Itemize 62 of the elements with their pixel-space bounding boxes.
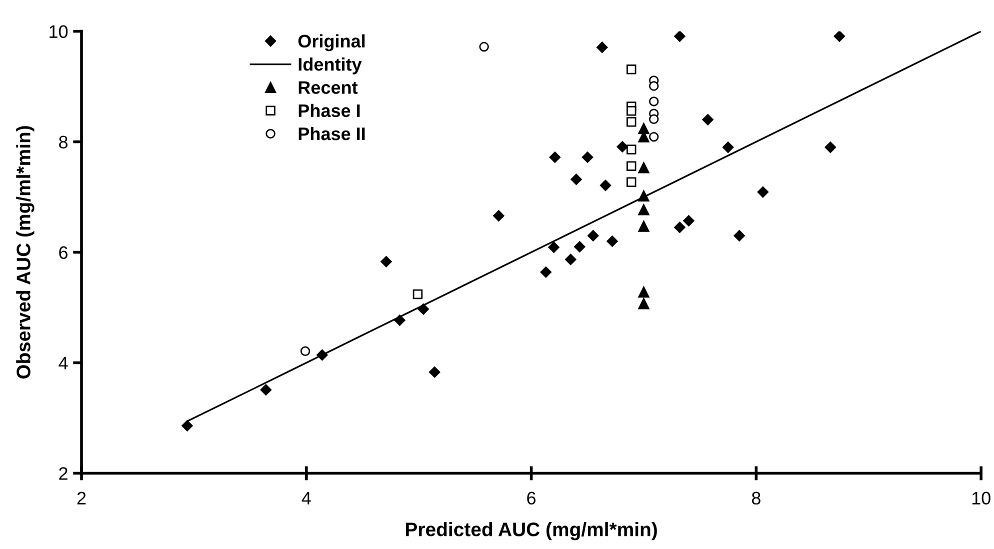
point	[606, 236, 618, 247]
point	[722, 142, 734, 153]
point	[540, 266, 552, 278]
point	[412, 289, 423, 300]
point	[626, 161, 636, 171]
y-axis-title: Observed AUC (mg/ml*min)	[16, 126, 34, 379]
point	[548, 242, 560, 253]
y-tick-label: 2	[59, 467, 68, 480]
legend-label: Phase II	[298, 126, 365, 140]
point	[638, 298, 650, 310]
point	[570, 174, 582, 185]
point	[600, 180, 612, 192]
point	[674, 31, 686, 42]
point	[649, 132, 659, 142]
point	[638, 162, 650, 174]
legend-label: Phase I	[298, 104, 360, 118]
point	[638, 286, 650, 298]
point	[428, 366, 440, 378]
point	[674, 222, 686, 234]
point	[626, 64, 636, 74]
x-tick-label: 10	[972, 492, 990, 505]
point	[626, 106, 636, 116]
point	[626, 177, 636, 187]
point	[479, 42, 489, 52]
y-tick-label: 8	[59, 136, 68, 148]
point	[182, 420, 193, 432]
point	[757, 186, 769, 198]
x-axis-title: Predicted AUC (mg/ml*min)	[406, 522, 657, 540]
point	[649, 114, 659, 124]
point	[574, 241, 586, 252]
point	[300, 346, 310, 356]
point	[596, 42, 608, 53]
point	[565, 254, 576, 266]
point	[626, 144, 636, 154]
point	[380, 256, 392, 268]
point	[702, 114, 714, 126]
legend-label: Recent	[298, 81, 358, 94]
point	[616, 141, 628, 152]
point	[683, 215, 694, 226]
x-tick-label: 6	[527, 492, 536, 505]
point	[638, 220, 650, 232]
legend-label: Identity	[298, 58, 362, 74]
point	[582, 152, 594, 163]
x-tick-label: 4	[302, 492, 311, 504]
point	[260, 384, 272, 396]
point	[649, 96, 659, 106]
point	[638, 204, 650, 216]
point	[493, 210, 504, 222]
y-tick-label: 6	[59, 246, 68, 259]
x-tick-label: 8	[752, 492, 760, 505]
point	[649, 81, 659, 91]
y-tick-label: 10	[50, 25, 68, 38]
point	[834, 31, 845, 42]
x-tick-label: 2	[77, 492, 86, 504]
y-tick-label: 4	[58, 356, 68, 370]
point	[626, 117, 636, 127]
point	[734, 230, 745, 242]
point	[549, 152, 561, 163]
point	[588, 230, 599, 242]
point	[638, 190, 650, 202]
point	[824, 142, 836, 153]
legend-label: Original	[298, 34, 365, 52]
